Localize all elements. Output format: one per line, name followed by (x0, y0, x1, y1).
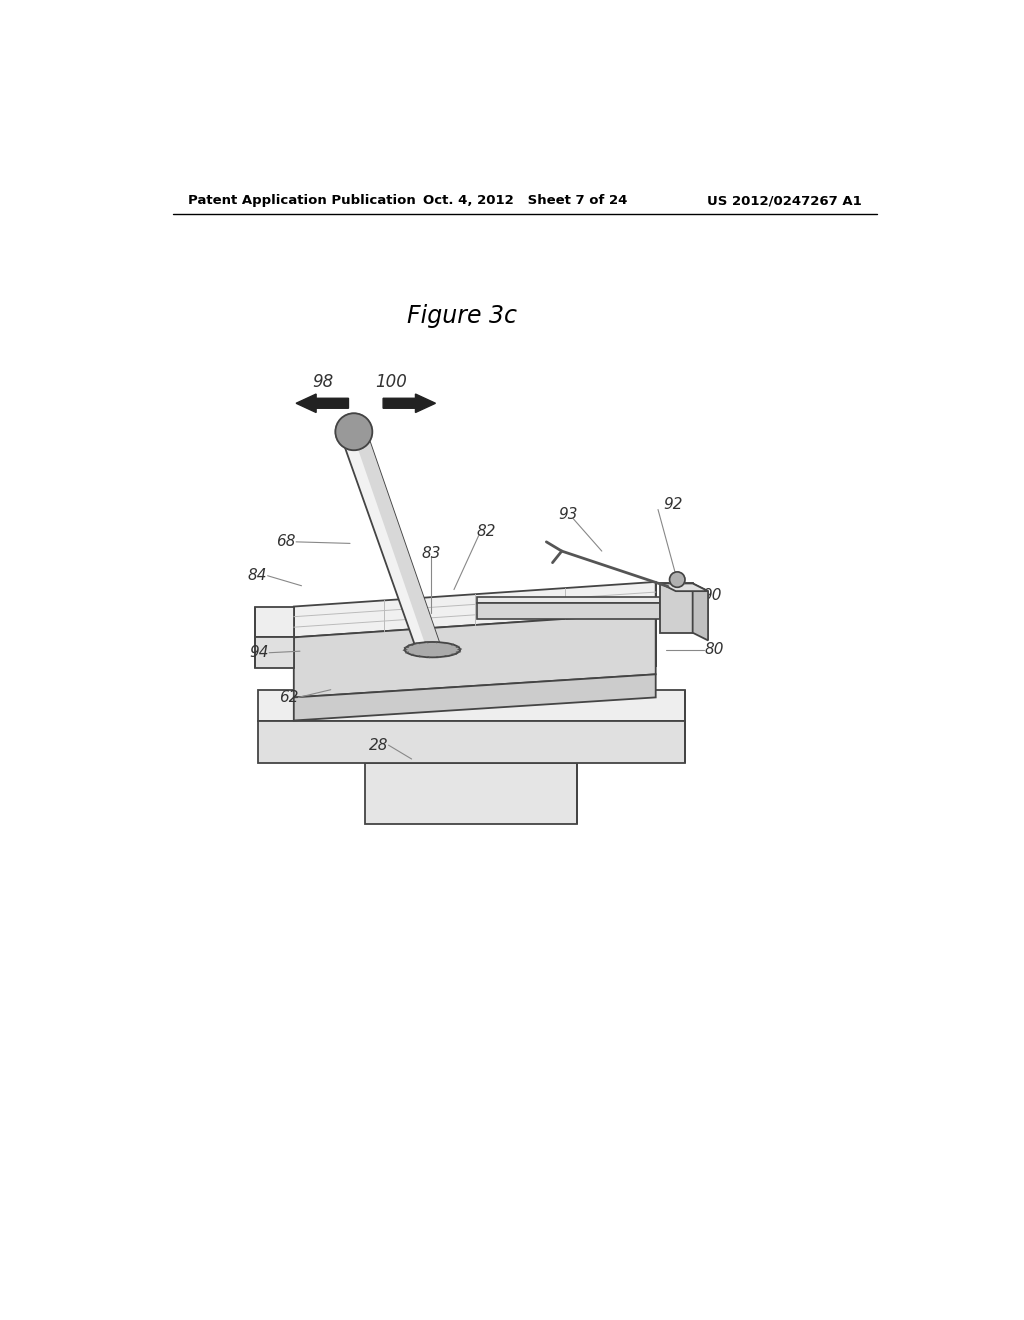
Text: 90: 90 (702, 589, 722, 603)
Text: 100: 100 (375, 372, 407, 391)
Text: 92: 92 (664, 498, 683, 512)
Text: Patent Application Publication: Patent Application Publication (188, 194, 416, 207)
Polygon shape (294, 675, 655, 721)
Polygon shape (366, 763, 578, 825)
FancyArrow shape (383, 395, 435, 412)
Polygon shape (342, 436, 441, 651)
Text: 84: 84 (248, 568, 267, 583)
Text: 94: 94 (250, 645, 269, 660)
Polygon shape (294, 612, 655, 697)
Polygon shape (477, 598, 660, 603)
Circle shape (336, 413, 373, 450)
Polygon shape (366, 739, 578, 763)
Polygon shape (255, 638, 294, 668)
Text: US 2012/0247267 A1: US 2012/0247267 A1 (708, 194, 862, 207)
Text: 80: 80 (705, 642, 724, 657)
Polygon shape (354, 436, 441, 649)
Text: 68: 68 (276, 535, 296, 549)
Text: 62: 62 (279, 690, 298, 705)
Polygon shape (660, 583, 692, 632)
Circle shape (670, 572, 685, 587)
Polygon shape (255, 607, 294, 638)
Text: 83: 83 (421, 546, 440, 561)
Text: 82: 82 (476, 524, 496, 540)
Text: 98: 98 (312, 372, 334, 391)
Text: 28: 28 (369, 738, 388, 752)
Text: Figure 3c: Figure 3c (407, 304, 517, 329)
Ellipse shape (404, 642, 460, 657)
Text: Oct. 4, 2012   Sheet 7 of 24: Oct. 4, 2012 Sheet 7 of 24 (423, 194, 627, 207)
Polygon shape (692, 583, 708, 640)
Polygon shape (477, 603, 660, 619)
Text: 93: 93 (558, 507, 578, 523)
FancyArrow shape (296, 395, 348, 412)
Polygon shape (258, 689, 685, 721)
Polygon shape (660, 583, 708, 591)
Polygon shape (258, 721, 685, 763)
Polygon shape (294, 582, 655, 638)
